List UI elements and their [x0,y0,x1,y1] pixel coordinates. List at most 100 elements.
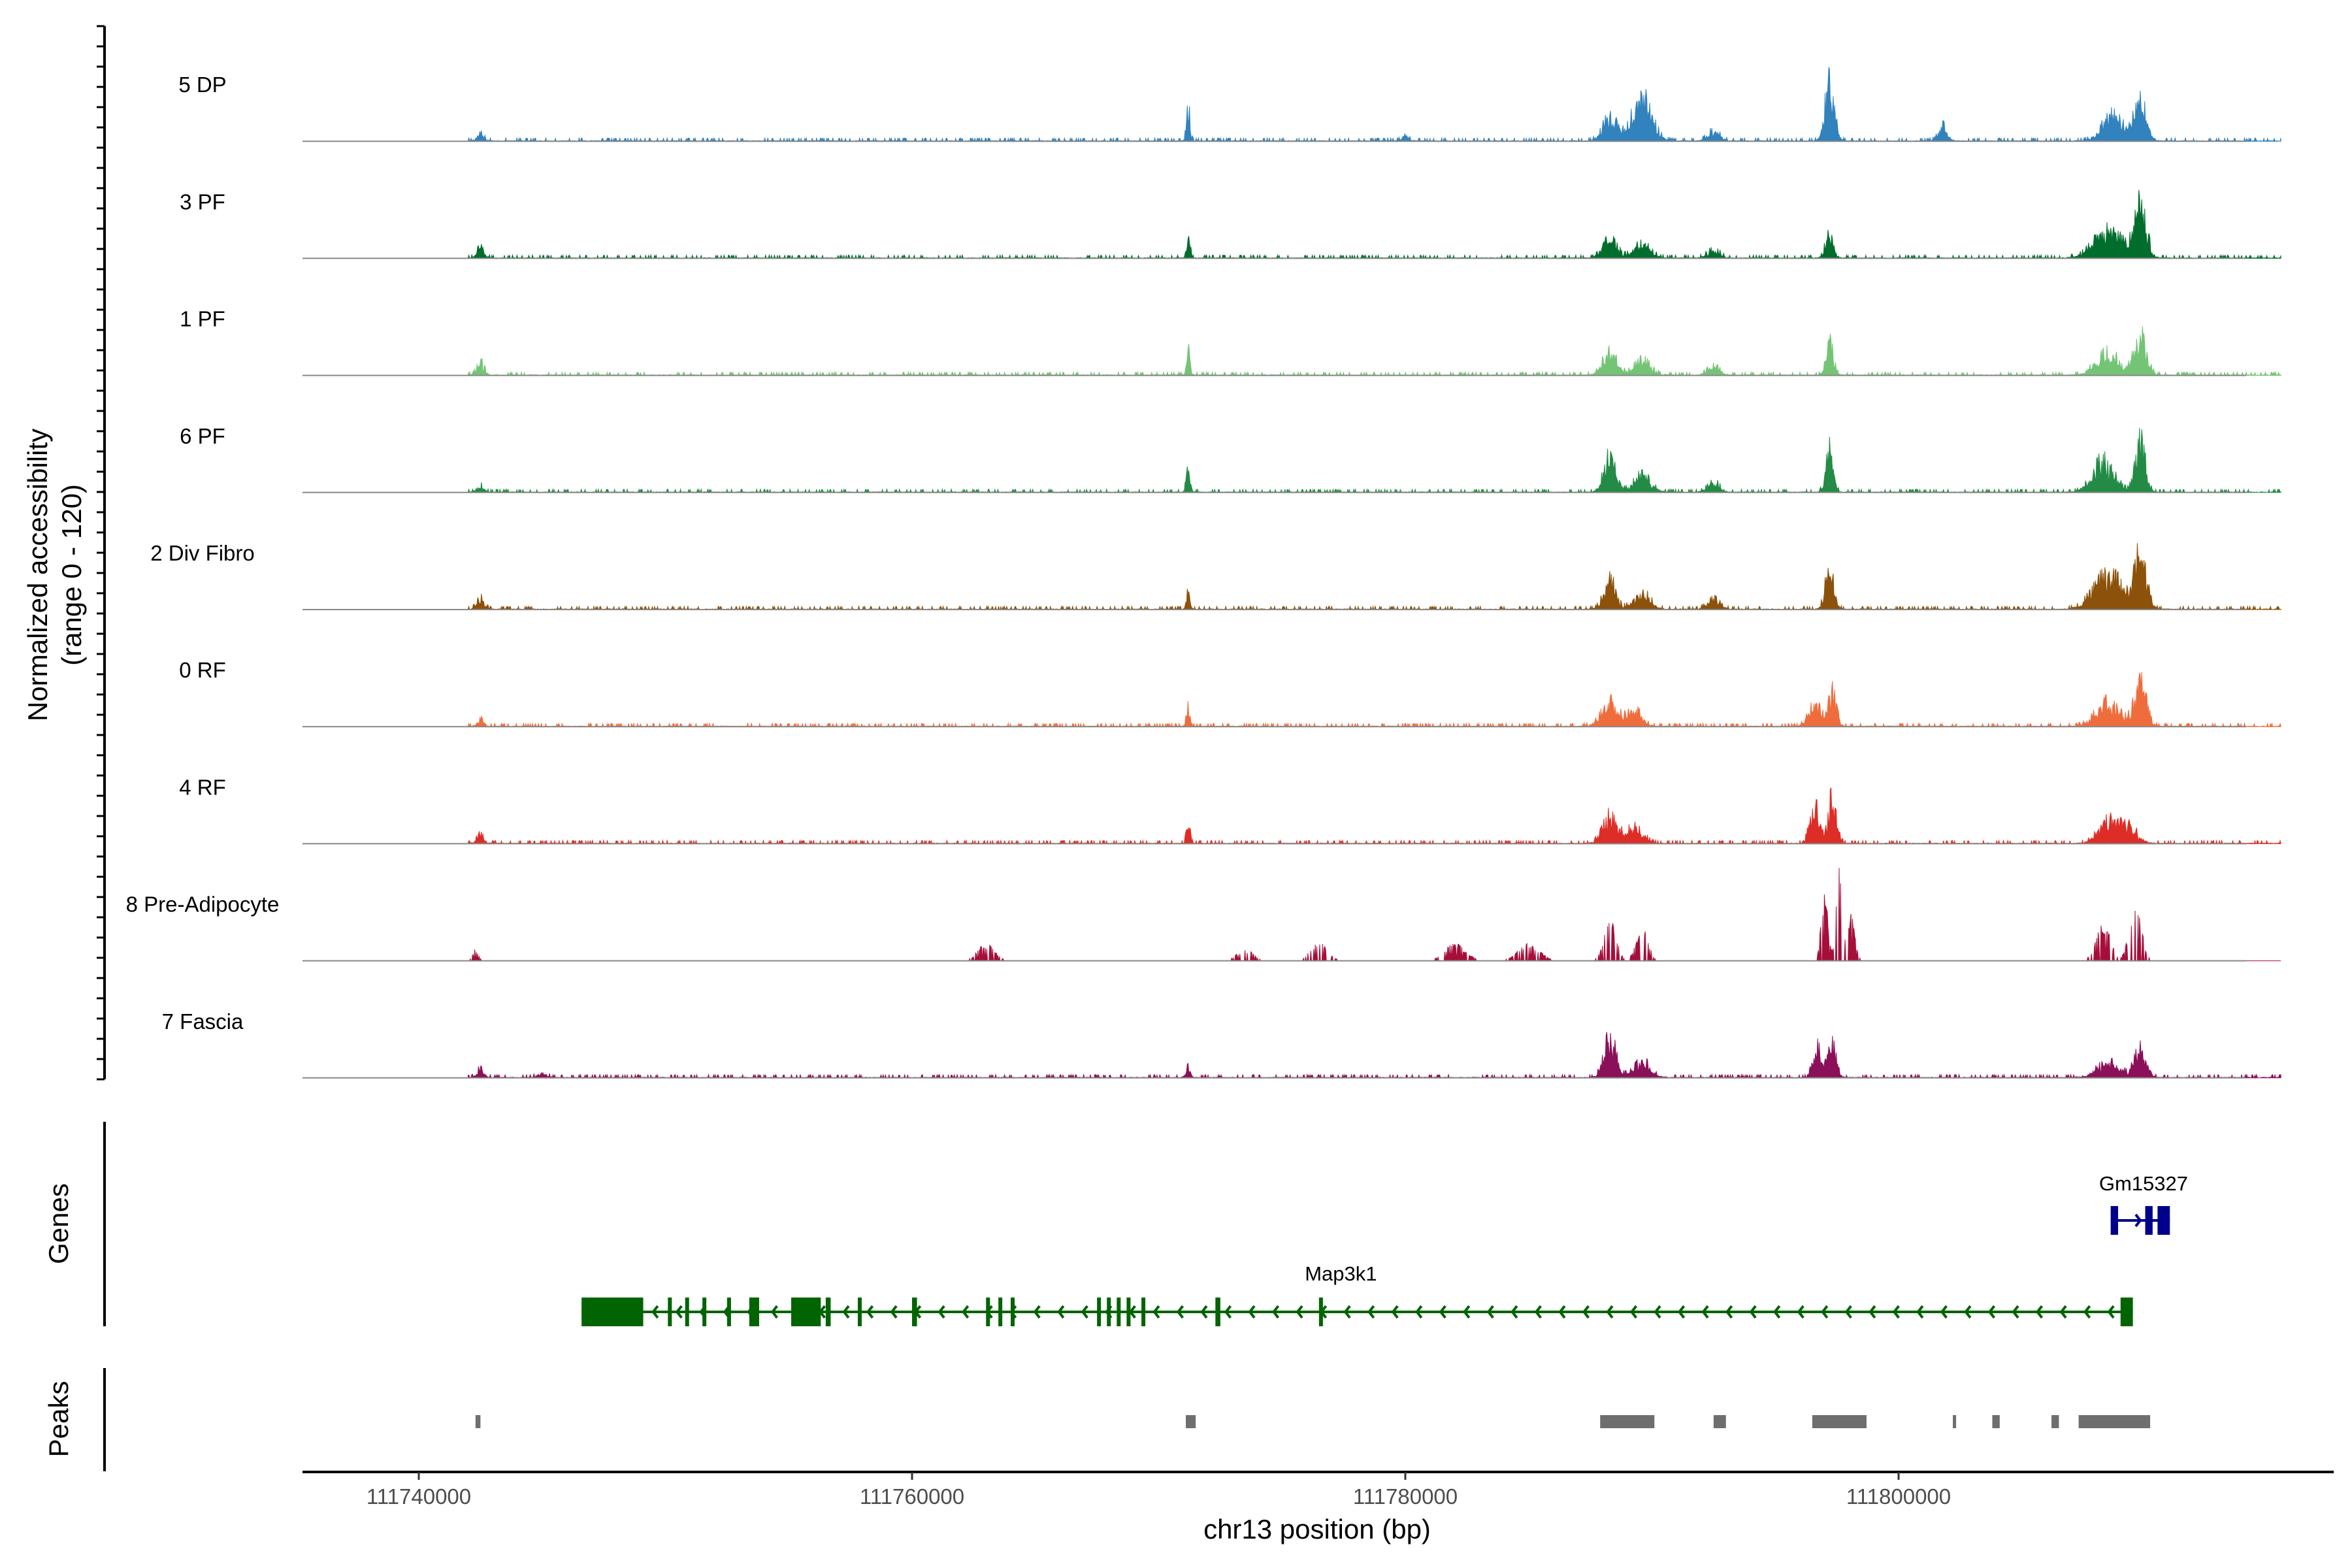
gene-exon [1107,1298,1111,1326]
strand-arrow [1367,1305,1375,1319]
strand-arrow [1940,1305,1948,1319]
track-label: 3 PF [180,189,225,214]
track-label: 6 PF [180,424,225,448]
peak-region [1713,1415,1726,1428]
strand-arrow [2083,1305,2091,1319]
strand-arrow [1725,1305,1733,1319]
strand-arrow [1892,1305,1900,1319]
strand-arrow [1463,1305,1471,1319]
strand-arrow [1821,1305,1829,1319]
track-label: 0 RF [179,658,226,682]
strand-arrow [1749,1305,1757,1319]
track-3-pf [302,189,2281,260]
coverage-y-axis [97,25,106,1081]
peaks-panel-label: Peaks [43,1381,74,1458]
peaks-panel: Peaks [43,1368,106,1471]
gene-exon [702,1298,707,1326]
gene-exon [2145,1206,2153,1235]
gene-exon [986,1298,990,1326]
gene-label: Map3k1 [1305,1262,1377,1285]
gene-exon [912,1298,917,1326]
strand-arrow [1486,1305,1494,1319]
strand-arrow [1654,1305,1661,1319]
strand-arrow [890,1305,898,1319]
gene-exon [1117,1298,1121,1326]
gene-models: Map3k1 Gm15327 [581,1172,2188,1326]
peak-region [475,1415,481,1428]
strand-arrow [2059,1305,2067,1319]
genes-panel: Genes [43,1122,106,1326]
strand-arrow [1176,1305,1184,1319]
strand-arrow [1916,1305,1924,1319]
gene-exon [749,1298,759,1326]
strand-arrow [1439,1305,1446,1319]
strand-arrow [1391,1305,1399,1319]
gene-exon [668,1298,672,1326]
strand-arrow [1964,1305,1972,1319]
x-axis-title: chr13 position (bp) [1203,1514,1431,1544]
gene-exon [1318,1298,1323,1326]
strand-arrow [1415,1305,1423,1319]
strand-arrow [842,1305,850,1319]
track-4-rf [302,787,2281,845]
y-axis-title: Normalized accessibility [22,429,53,721]
x-axis: 111740000 111760000 111780000 111800000 [302,1471,2334,1509]
strand-arrow [1033,1305,1041,1319]
peak-regions [475,1415,2151,1428]
strand-arrow [1296,1305,1303,1319]
strand-arrow [1773,1305,1781,1319]
strand-arrow [962,1305,970,1319]
strand-arrow [866,1305,874,1319]
gene-exon [2120,1298,2133,1326]
gene-exon [1215,1298,1220,1326]
strand-arrow [2012,1305,2019,1319]
gene-exon [2157,1206,2170,1235]
strand-arrow [1869,1305,1876,1319]
strand-arrow [1511,1305,1518,1319]
strand-arrow [1271,1305,1280,1319]
strand-arrow [1224,1305,1232,1319]
track-label: 2 Div Fibro [150,541,255,565]
track-8-pre-adipocyte [302,868,2281,962]
track-5-dp [302,67,2281,143]
gene-exon [1126,1298,1131,1326]
gene-exon [2110,1206,2118,1235]
strand-arrow [1582,1305,1590,1319]
strand-arrow [1534,1305,1542,1319]
gene-exon [857,1298,862,1326]
track-label: 4 RF [179,775,226,799]
peak-region [1600,1415,1655,1428]
peak-region [1812,1415,1867,1428]
track-7-fascia [302,1032,2281,1079]
gene-exon [1097,1298,1102,1326]
strand-arrow [1678,1305,1686,1319]
peak-region [2078,1415,2151,1428]
track-1-pf [302,326,2281,377]
peak-region [2051,1415,2059,1428]
strand-arrow [938,1305,945,1319]
strand-arrow [2134,1213,2142,1228]
strand-arrow [770,1305,778,1319]
track-2-div-fibro [302,543,2281,611]
gene-exon [998,1298,1003,1326]
strand-arrow [675,1305,683,1319]
strand-arrow [2107,1305,2115,1319]
genes-panel-label: Genes [43,1183,74,1264]
x-tick-label: 111760000 [860,1484,964,1509]
gene-map3k1: Map3k1 [581,1262,2133,1326]
strand-arrow [1081,1305,1088,1319]
gene-gm15327: Gm15327 [2099,1172,2188,1235]
strand-arrow [1844,1305,1852,1319]
strand-arrow [1057,1305,1065,1319]
x-tick-label: 111780000 [1353,1484,1458,1509]
gene-exon [685,1298,689,1326]
peak-region [1953,1415,1957,1428]
y-axis-range-label: (range 0 - 120) [56,484,87,666]
track-6-pf [302,428,2281,494]
gene-exon [1141,1298,1146,1326]
gene-exon [825,1298,831,1326]
strand-arrow [1629,1305,1638,1319]
x-tick-label: 111800000 [1846,1484,1951,1509]
peak-region [1992,1415,2000,1428]
